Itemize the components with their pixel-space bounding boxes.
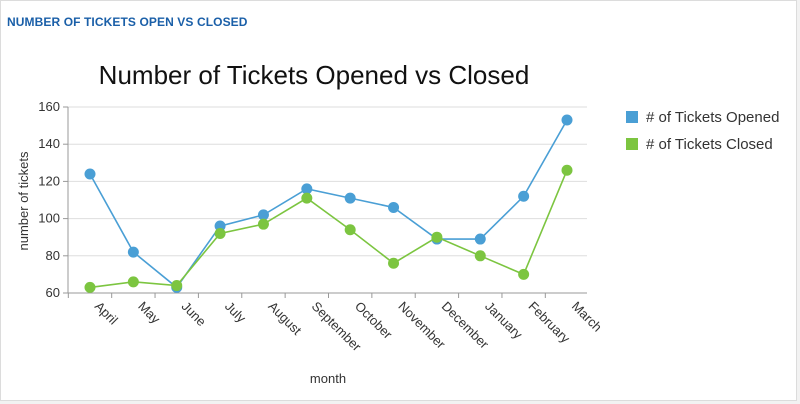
legend-item-closed[interactable]: # of Tickets Closed xyxy=(626,136,773,153)
y-tick-label-100: 100 xyxy=(38,211,60,226)
data-point-closed-december xyxy=(431,231,443,243)
y-tick-label-140: 140 xyxy=(38,136,60,151)
data-point-opened-october xyxy=(344,192,356,204)
y-axis-ticks: 60 80 100 120 140 160 xyxy=(38,99,68,300)
data-point-opened-january xyxy=(474,233,486,245)
data-point-closed-october xyxy=(344,224,356,236)
y-axis-label: number of tickets xyxy=(16,151,31,250)
legend-swatch xyxy=(626,111,638,123)
x-axis-label: month xyxy=(310,371,346,386)
data-point-opened-april xyxy=(84,168,96,180)
panel-title: NUMBER OF TICKETS OPEN VS CLOSED xyxy=(7,15,248,29)
legend-label: # of Tickets Closed xyxy=(646,136,773,153)
x-tick-label-may: May xyxy=(135,299,163,327)
data-point-closed-july xyxy=(214,227,226,239)
legend-swatch xyxy=(626,138,638,150)
data-point-opened-september xyxy=(301,183,313,195)
x-tick-label-august: August xyxy=(265,299,304,338)
data-point-opened-may xyxy=(127,246,139,258)
x-tick-label-january: January xyxy=(482,299,526,343)
data-point-closed-august xyxy=(257,218,269,230)
data-point-closed-june xyxy=(171,280,183,292)
chart-title: Number of Tickets Opened vs Closed xyxy=(99,60,530,90)
data-point-opened-august xyxy=(257,209,269,221)
data-point-closed-november xyxy=(388,257,400,269)
data-point-closed-february xyxy=(518,268,530,280)
x-tick-label-april: April xyxy=(92,299,121,328)
data-point-opened-march xyxy=(561,114,573,126)
legend[interactable]: # of Tickets Opened # of Tickets Closed xyxy=(626,109,779,153)
data-point-opened-february xyxy=(518,190,530,202)
x-tick-label-july: July xyxy=(222,299,249,326)
data-point-closed-september xyxy=(301,192,313,204)
data-point-opened-november xyxy=(388,201,400,213)
series-group xyxy=(84,114,573,293)
y-tick-label-80: 80 xyxy=(46,248,60,263)
series-line-opened xyxy=(89,119,568,289)
y-tick-label-160: 160 xyxy=(38,99,60,114)
x-tick-label-october: October xyxy=(352,299,396,343)
series-line-closed xyxy=(89,169,568,289)
y-tick-label-60: 60 xyxy=(46,285,60,300)
grid-lines xyxy=(68,106,587,257)
x-tick-label-march: March xyxy=(569,299,605,335)
data-point-closed-march xyxy=(561,164,573,176)
data-point-closed-january xyxy=(474,250,486,262)
axes xyxy=(67,107,587,294)
data-point-closed-april xyxy=(84,281,96,293)
legend-label: # of Tickets Opened xyxy=(646,109,779,126)
x-tick-label-june: June xyxy=(179,299,210,330)
data-point-closed-may xyxy=(127,276,139,288)
legend-item-opened[interactable]: # of Tickets Opened xyxy=(626,109,779,126)
x-tick-label-february: February xyxy=(526,299,574,347)
y-tick-label-120: 120 xyxy=(38,173,60,188)
